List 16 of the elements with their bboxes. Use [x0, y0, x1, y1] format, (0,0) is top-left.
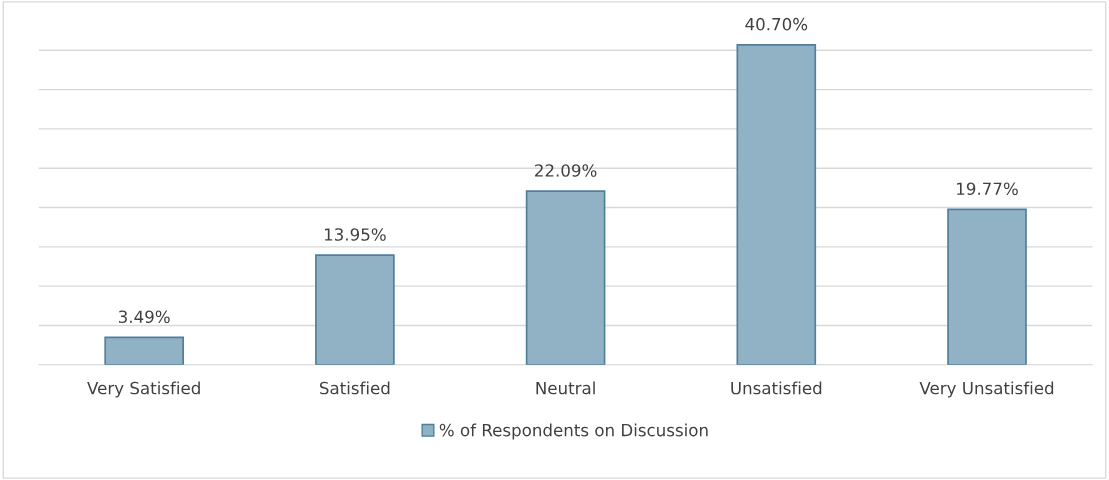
bar: [315, 254, 395, 365]
bar: [104, 336, 184, 365]
data-label: 13.95%: [324, 228, 386, 241]
data-label: 40.70%: [745, 17, 808, 31]
x-tick-label: Very Unsatisfied: [919, 381, 1054, 398]
legend-label: % of Respondents on Discussion: [439, 423, 708, 440]
data-label: 19.77%: [957, 182, 1018, 196]
x-tick-label: Unsatisfied: [731, 381, 822, 395]
x-tick-label: Neutral: [536, 381, 595, 395]
bar: [525, 190, 606, 365]
data-label: 3.49%: [118, 310, 170, 324]
data-label: 22.09%: [535, 164, 597, 177]
bar: [736, 43, 817, 365]
bar: [947, 208, 1027, 365]
x-tick-label: Satisfied: [319, 381, 390, 395]
x-tick-label: Very Satisfied: [87, 381, 200, 398]
